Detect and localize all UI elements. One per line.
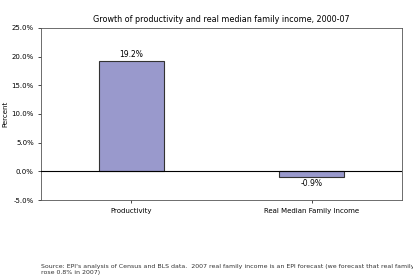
Bar <box>278 172 343 177</box>
Bar <box>99 61 164 172</box>
Text: 19.2%: 19.2% <box>119 50 143 59</box>
Text: -0.9%: -0.9% <box>300 179 322 188</box>
Text: Source: EPI's analysis of Census and BLS data.  2007 real family income is an EP: Source: EPI's analysis of Census and BLS… <box>41 264 413 275</box>
Title: Growth of productivity and real median family income, 2000-07: Growth of productivity and real median f… <box>93 15 349 24</box>
Y-axis label: Percent: Percent <box>2 101 9 127</box>
